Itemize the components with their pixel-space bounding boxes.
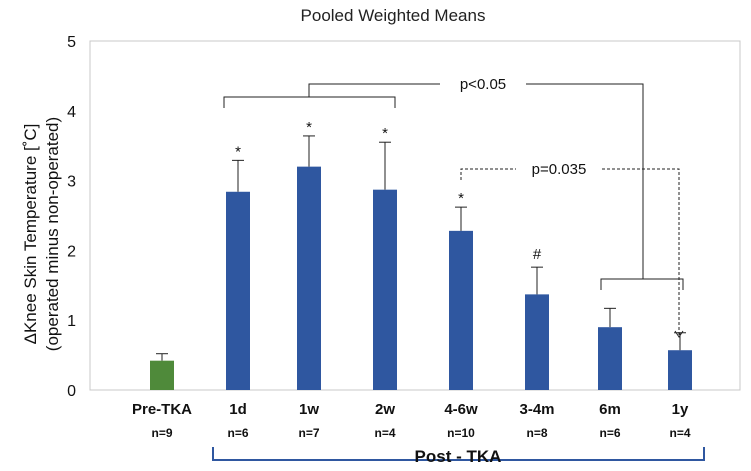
p-value-label: p<0.05 <box>460 76 506 93</box>
post-tka-label: Post - TKA <box>415 447 502 466</box>
y-tick-label: 1 <box>67 313 76 330</box>
bar-1w <box>297 166 321 390</box>
category-label: Pre-TKA <box>132 401 192 418</box>
bar-2w <box>373 189 397 390</box>
n-label: n=7 <box>298 426 319 440</box>
category-label: 2w <box>375 401 395 418</box>
bar-4-6w <box>449 230 473 390</box>
category-label: 4-6w <box>444 401 478 418</box>
bar-6m <box>598 327 622 390</box>
n-label: n=6 <box>227 426 248 440</box>
category-label: 1w <box>299 401 319 418</box>
bar-Pre-TKA <box>150 360 174 390</box>
y-axis-label-line1: ΔKnee Skin Temperature [˚C] <box>21 124 40 345</box>
chart-title: Pooled Weighted Means <box>301 6 486 25</box>
y-tick-label: 2 <box>67 243 76 260</box>
y-tick-label: 0 <box>67 383 76 400</box>
p-value-label: p=0.035 <box>532 161 587 178</box>
n-label: n=4 <box>669 426 690 440</box>
y-tick-label: 5 <box>67 34 76 51</box>
significance-marker: * <box>306 119 312 136</box>
y-axis-label-line2: (operated minus non-operated) <box>43 117 62 351</box>
category-label: 6m <box>599 401 621 418</box>
bracket-early <box>223 96 396 108</box>
n-label: n=8 <box>526 426 547 440</box>
significance-marker: * <box>235 143 241 160</box>
bracket-connector-p005 <box>308 83 644 279</box>
post-tka-bracket <box>212 447 705 461</box>
n-label: n=4 <box>374 426 395 440</box>
bar-3-4m <box>525 294 549 390</box>
y-tick-label: 3 <box>67 174 76 191</box>
bar-1y <box>668 350 692 390</box>
significance-marker: * <box>458 190 464 207</box>
significance-marker: # <box>533 246 542 263</box>
bracket-late <box>600 278 684 290</box>
arrow-head <box>674 330 684 338</box>
y-tick-label: 4 <box>67 104 76 121</box>
significance-marker: * <box>382 125 388 142</box>
bracket-connector-p0035 <box>460 168 680 337</box>
n-label: n=6 <box>599 426 620 440</box>
category-label: 1d <box>229 401 247 418</box>
plot-frame <box>89 40 741 391</box>
category-label: 1y <box>672 401 689 418</box>
bar-1d <box>226 191 250 390</box>
n-label: n=10 <box>447 426 475 440</box>
n-label: n=9 <box>151 426 172 440</box>
category-label: 3-4m <box>519 401 554 418</box>
